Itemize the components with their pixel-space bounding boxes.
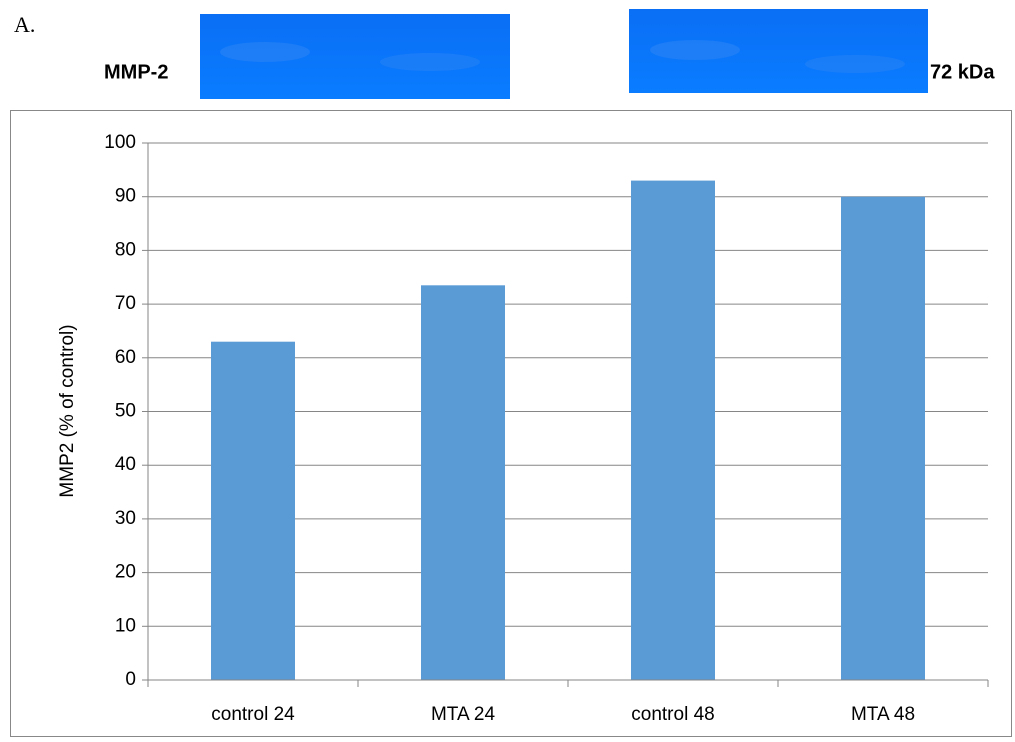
bar — [421, 285, 505, 680]
gel-label: MMP-2 — [104, 61, 168, 83]
y-tick-label: 50 — [115, 401, 136, 422]
bar — [211, 341, 295, 680]
panel-label: A. — [14, 12, 35, 37]
gel-band — [805, 55, 905, 73]
y-tick-label: 60 — [115, 347, 136, 368]
gel-band — [650, 40, 740, 60]
y-axis-label: MMP2 (% of control) — [57, 324, 78, 497]
y-tick-label: 10 — [115, 615, 136, 636]
gel-band — [380, 53, 480, 71]
bar — [631, 180, 715, 680]
y-tick-label: 100 — [104, 132, 136, 153]
y-tick-label: 20 — [115, 562, 136, 583]
x-tick-label: control 48 — [631, 704, 714, 725]
plot-area: 0 10 20 30 40 50 60 70 80 90 100 control 24 MTA 24 co… — [104, 132, 989, 725]
y-tick-label: 80 — [115, 239, 136, 260]
y-tick-label: 70 — [115, 293, 136, 314]
y-tick-label: 90 — [115, 186, 136, 207]
y-tick-label: 30 — [115, 508, 136, 529]
y-tick-label: 40 — [115, 454, 136, 475]
size-label: 72 kDa — [930, 61, 995, 83]
y-tick-label: 0 — [125, 669, 136, 690]
x-tick-label: control 24 — [211, 704, 295, 725]
x-tick-label: MTA 24 — [431, 704, 495, 725]
bar — [841, 196, 925, 680]
x-tick-label: MTA 48 — [851, 704, 915, 725]
gel-band — [220, 42, 310, 62]
chart-frame — [10, 110, 1012, 737]
